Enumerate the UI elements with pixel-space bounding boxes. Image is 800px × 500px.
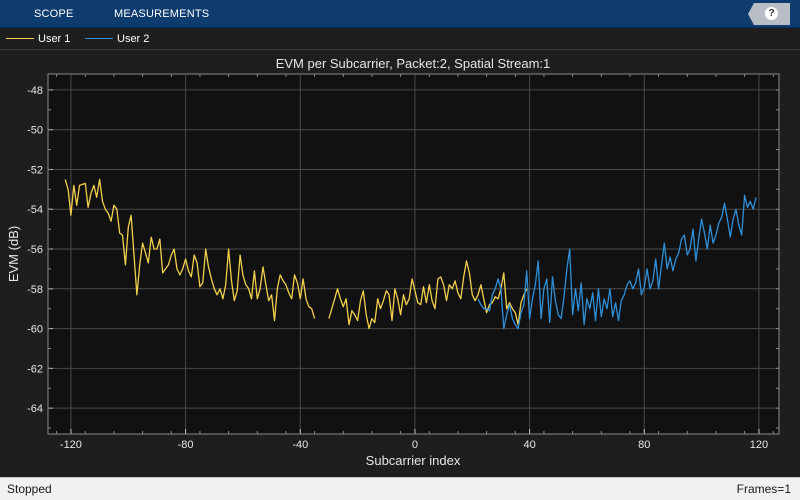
tab-scope[interactable]: SCOPE	[34, 8, 74, 20]
y-tick-label: -62	[27, 363, 43, 375]
x-tick-label: 0	[412, 439, 418, 451]
axes-area[interactable]	[47, 73, 780, 435]
y-tick-label: -58	[27, 284, 43, 296]
y-tick-label: -52	[27, 164, 43, 176]
tab-measurements[interactable]: MEASUREMENTS	[114, 8, 210, 20]
series-line-user-2	[477, 194, 757, 330]
x-tick-label: 80	[638, 439, 650, 451]
legend: User 1 User 2	[0, 28, 800, 50]
y-tick-label: -54	[27, 204, 43, 216]
legend-label: User 1	[38, 33, 71, 45]
toolstrip: SCOPE MEASUREMENTS ?	[0, 0, 800, 28]
question-circle-icon: ?	[765, 7, 778, 20]
series-line-user-1	[64, 178, 316, 322]
y-tick-label: -56	[27, 244, 43, 256]
y-tick-label: -50	[27, 125, 43, 137]
y-tick-label: -48	[27, 85, 43, 97]
legend-item-user-2[interactable]: User 2	[85, 32, 149, 46]
status-bar: Stopped Frames=1	[0, 477, 800, 500]
y-tick-label: -60	[27, 324, 43, 336]
tick-labels: -120 -80 -40 0 40 80 120 -48 -50 -52 -54 -56 -58 -60 -…	[27, 74, 779, 451]
x-tick-label: -40	[292, 439, 308, 451]
evm-chart: EVM per Subcarrier, Packet:2, Spatial St…	[0, 50, 800, 477]
frames-counter: Frames=1	[736, 482, 791, 496]
series-line-user-1	[328, 260, 528, 330]
chart-title: EVM per Subcarrier, Packet:2, Spatial St…	[276, 56, 551, 71]
legend-label: User 2	[117, 33, 150, 45]
grid	[48, 74, 779, 434]
help-button[interactable]: ?	[748, 3, 790, 25]
status-text: Stopped	[7, 482, 52, 496]
x-tick-label: 40	[523, 439, 535, 451]
x-axis-label: Subcarrier index	[366, 453, 461, 468]
legend-swatch-user-1	[6, 37, 34, 39]
x-tick-label: -80	[178, 439, 194, 451]
y-tick-label: -64	[27, 403, 43, 415]
legend-item-user-1[interactable]: User 1	[6, 32, 70, 46]
y-axis-label: EVM (dB)	[6, 226, 21, 282]
legend-swatch-user-2	[85, 37, 113, 39]
x-tick-label: -120	[60, 439, 82, 451]
x-tick-label: 120	[750, 439, 768, 451]
series-layer	[64, 178, 757, 330]
